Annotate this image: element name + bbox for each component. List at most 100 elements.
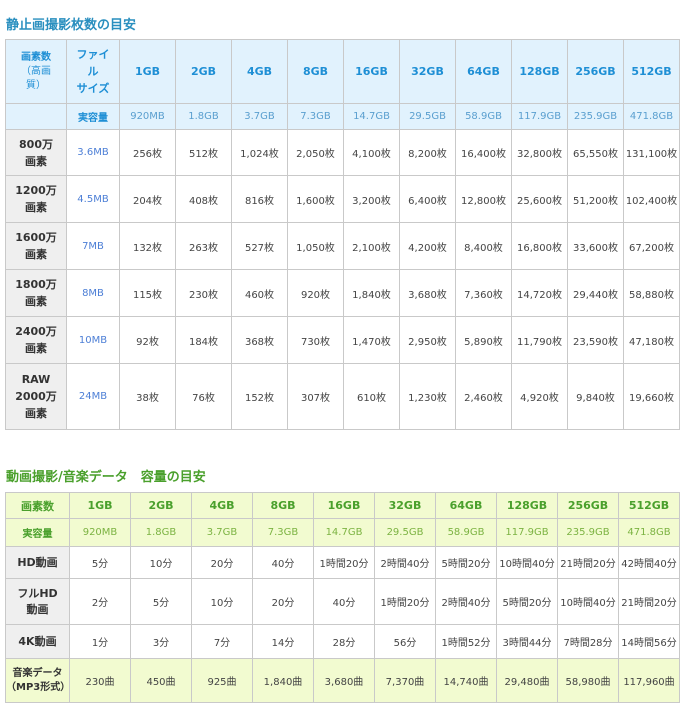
duration-cell: 10時間40分 xyxy=(557,578,619,625)
capacity-header: 16GB xyxy=(313,492,375,519)
count-cell: 47,180枚 xyxy=(623,316,680,364)
actual-capacity-value: 58.9GB xyxy=(435,518,497,547)
table-row: フルHD 動画 2分 5分 10分 20分 40分 1時間20分 2時間40分 5… xyxy=(5,578,680,625)
capacity-header: 64GB xyxy=(435,492,497,519)
duration-cell: 40分 xyxy=(252,546,314,579)
count-cell: 4,200枚 xyxy=(399,222,456,270)
row-header: RAW 2000万 画素 xyxy=(5,363,67,430)
file-size-value: 4.5MB xyxy=(66,175,120,223)
count-cell: 368枚 xyxy=(231,316,288,364)
still-image-count-table: 画素数 （高画 質） ファイルサイズ 1GB 2GB 4GB 8GB 16GB 32… xyxy=(5,39,680,430)
duration-cell: 1時間20分 xyxy=(313,546,375,579)
duration-cell: 2時間40分 xyxy=(435,578,497,625)
actual-capacity-value: 3.7GB xyxy=(191,518,253,547)
actual-capacity-label: 実容量 xyxy=(66,103,120,130)
song-count-cell: 450曲 xyxy=(130,658,192,703)
count-cell: 408枚 xyxy=(175,175,232,223)
video-music-section-title: 動画撮影/音楽データ 容量の目安 xyxy=(6,470,206,485)
count-cell: 33,600枚 xyxy=(567,222,624,270)
count-cell: 816枚 xyxy=(231,175,288,223)
duration-cell: 5時間20分 xyxy=(435,546,497,579)
count-cell: 4,100枚 xyxy=(343,129,400,176)
actual-capacity-value: 920MB xyxy=(69,518,131,547)
row-header: 4K動画 xyxy=(5,624,70,659)
song-count-cell: 117,960曲 xyxy=(618,658,680,703)
still-image-section-title: 静止画撮影枚数の目安 xyxy=(6,18,137,33)
row-header: 音楽データ （MP3形式） xyxy=(5,658,70,703)
actual-capacity-value: 7.3GB xyxy=(287,103,344,130)
count-cell: 38枚 xyxy=(119,363,176,430)
song-count-cell: 3,680曲 xyxy=(313,658,375,703)
count-cell: 131,100枚 xyxy=(623,129,680,176)
count-cell: 1,470枚 xyxy=(343,316,400,364)
capacity-header: 2GB xyxy=(175,39,232,104)
duration-cell: 2分 xyxy=(69,578,131,625)
count-cell: 19,660枚 xyxy=(623,363,680,430)
song-count-cell: 925曲 xyxy=(191,658,253,703)
duration-cell: 1分 xyxy=(69,624,131,659)
capacity-header: 512GB xyxy=(623,39,680,104)
count-cell: 16,800枚 xyxy=(511,222,568,270)
actual-capacity-value: 58.9GB xyxy=(455,103,512,130)
count-cell: 460枚 xyxy=(231,269,288,317)
actual-capacity-value: 117.9GB xyxy=(496,518,558,547)
capacity-header: 128GB xyxy=(496,492,558,519)
capacity-header: 64GB xyxy=(455,39,512,104)
capacity-header: 16GB xyxy=(343,39,400,104)
row-header: HD動画 xyxy=(5,546,70,579)
capacity-header: 256GB xyxy=(557,492,619,519)
actual-capacity-row: 実容量 920MB 1.8GB 3.7GB 7.3GB 14.7GB 29.5G… xyxy=(5,103,680,130)
actual-capacity-value: 471.8GB xyxy=(618,518,680,547)
count-cell: 16,400枚 xyxy=(455,129,512,176)
table-row: HD動画 5分 10分 20分 40分 1時間20分 2時間40分 5時間20分… xyxy=(5,546,680,579)
count-cell: 51,200枚 xyxy=(567,175,624,223)
duration-cell: 14時間56分 xyxy=(618,624,680,659)
actual-capacity-value: 3.7GB xyxy=(231,103,288,130)
count-cell: 256枚 xyxy=(119,129,176,176)
count-cell: 8,200枚 xyxy=(399,129,456,176)
table-row: 1200万 画素 4.5MB 204枚 408枚 816枚 1,600枚 3,20… xyxy=(5,175,680,223)
actual-capacity-row: 実容量 920MB 1.8GB 3.7GB 7.3GB 14.7GB 29.5G… xyxy=(5,518,680,547)
row-header: フルHD 動画 xyxy=(5,578,70,625)
count-cell: 3,200枚 xyxy=(343,175,400,223)
capacity-header: 4GB xyxy=(191,492,253,519)
actual-capacity-value: 235.9GB xyxy=(557,518,619,547)
duration-cell: 3時間44分 xyxy=(496,624,558,659)
count-cell: 263枚 xyxy=(175,222,232,270)
empty-cell xyxy=(5,103,67,130)
duration-cell: 20分 xyxy=(252,578,314,625)
duration-cell: 5分 xyxy=(130,578,192,625)
file-size-value: 3.6MB xyxy=(66,129,120,176)
count-cell: 3,680枚 xyxy=(399,269,456,317)
count-cell: 184枚 xyxy=(175,316,232,364)
duration-cell: 14分 xyxy=(252,624,314,659)
filesize-header-cell: ファイルサイズ xyxy=(66,39,120,104)
capacity-header: 128GB xyxy=(511,39,568,104)
count-cell: 204枚 xyxy=(119,175,176,223)
actual-capacity-value: 29.5GB xyxy=(399,103,456,130)
duration-cell: 20分 xyxy=(191,546,253,579)
count-cell: 230枚 xyxy=(175,269,232,317)
capacity-header: 32GB xyxy=(399,39,456,104)
capacity-header: 1GB xyxy=(69,492,131,519)
actual-capacity-label: 実容量 xyxy=(5,518,70,547)
duration-cell: 40分 xyxy=(313,578,375,625)
duration-cell: 5分 xyxy=(69,546,131,579)
actual-capacity-value: 117.9GB xyxy=(511,103,568,130)
count-cell: 8,400枚 xyxy=(455,222,512,270)
count-cell: 14,720枚 xyxy=(511,269,568,317)
duration-cell: 42時間40分 xyxy=(618,546,680,579)
count-cell: 512枚 xyxy=(175,129,232,176)
actual-capacity-value: 7.3GB xyxy=(252,518,314,547)
count-cell: 29,440枚 xyxy=(567,269,624,317)
capacity-header: 512GB xyxy=(618,492,680,519)
actual-capacity-value: 14.7GB xyxy=(313,518,375,547)
actual-capacity-value: 1.8GB xyxy=(175,103,232,130)
table-row: 1800万 画素 8MB 115枚 230枚 460枚 920枚 1,840枚 3… xyxy=(5,269,680,317)
count-cell: 2,100枚 xyxy=(343,222,400,270)
count-cell: 7,360枚 xyxy=(455,269,512,317)
count-cell: 23,590枚 xyxy=(567,316,624,364)
pixels-header-cell: 画素数 xyxy=(5,492,70,519)
file-size-value: 24MB xyxy=(66,363,120,430)
song-count-cell: 1,840曲 xyxy=(252,658,314,703)
